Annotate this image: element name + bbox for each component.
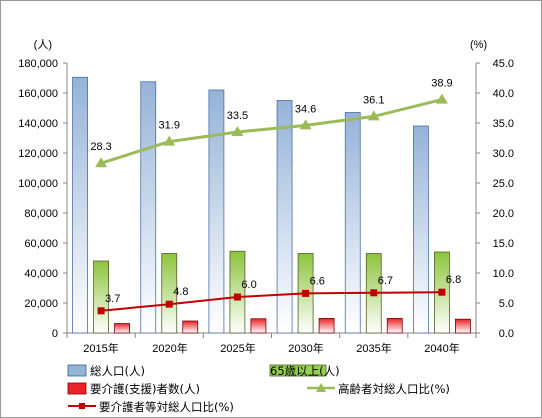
category-label: 2015年	[83, 341, 118, 355]
left-tick-label: 180,000	[18, 58, 58, 70]
right-tick-label: 10.0	[493, 268, 514, 280]
left-tick-label: 80,000	[24, 208, 58, 220]
data-label-care-ratio: 6.0	[241, 279, 256, 291]
left-axis-unit: (人)	[34, 38, 52, 51]
bar-total-population	[276, 100, 293, 334]
point-elderly-ratio	[435, 93, 448, 104]
point-elderly-ratio	[231, 126, 244, 136]
point-elderly-ratio	[367, 110, 380, 121]
data-label-elderly-ratio: 33.5	[227, 110, 248, 122]
data-label-care-ratio: 4.8	[173, 286, 188, 298]
category-label: 2025年	[220, 341, 255, 355]
line-care-ratio	[100, 291, 442, 312]
category-label: 2035年	[356, 341, 391, 355]
bar-care-count	[318, 318, 335, 334]
legend-swatch-care	[67, 382, 87, 395]
right-tick-label: 45.0	[493, 58, 514, 70]
lines	[95, 93, 448, 315]
bar-care-count	[114, 323, 130, 334]
bar-total-population	[413, 125, 429, 334]
left-tick-label: 20,000	[24, 298, 58, 310]
point-care-ratio	[97, 307, 105, 315]
category-label: 2020年	[152, 341, 187, 355]
data-label-elderly-ratio: 31.9	[159, 120, 180, 132]
legend-label-elderly-ratio: 高齢者対総人口比(%)	[338, 382, 450, 396]
bar-total-population	[208, 89, 225, 334]
bar-care-count	[455, 318, 471, 334]
point-care-ratio	[370, 289, 378, 297]
legend-label-care-count: 要介護(支援)者数(人)	[90, 382, 200, 396]
legend-marker-elderly-ratio	[316, 383, 326, 392]
right-tick-label: 35.0	[493, 118, 514, 130]
right-axis-unit: (%)	[470, 39, 487, 51]
legend-swatch-total	[67, 364, 87, 377]
bar-total-population	[140, 81, 157, 334]
category-label: 2040年	[424, 341, 459, 355]
bar-care-count	[386, 318, 403, 334]
data-label-elderly-ratio: 38.9	[431, 78, 452, 90]
data-label-elderly-ratio: 28.3	[90, 141, 111, 153]
data-label-care-ratio: 6.6	[310, 275, 325, 287]
legend-label-total-population: 総人口(人)	[90, 364, 145, 378]
left-tick-label: 120,000	[18, 148, 58, 160]
bar-total-population	[344, 112, 361, 334]
point-elderly-ratio	[95, 157, 108, 168]
data-label-care-ratio: 6.7	[378, 275, 393, 287]
category-label: 2030年	[288, 341, 323, 355]
left-tick-label: 140,000	[18, 118, 58, 130]
right-tick-label: 15.0	[493, 238, 514, 250]
bar-elderly-count	[161, 253, 178, 334]
legend-label-elderly-count: 65歳以上(人)	[270, 364, 340, 378]
bar-care-count	[250, 318, 267, 334]
point-care-ratio	[302, 289, 310, 297]
right-tick-label: 20.0	[493, 208, 514, 220]
bar-care-count	[182, 320, 199, 334]
data-label-elderly-ratio: 36.1	[363, 94, 384, 106]
left-tick-label: 160,000	[18, 88, 58, 100]
data-label-care-ratio: 6.8	[446, 274, 461, 286]
left-tick-label: 60,000	[24, 238, 58, 250]
right-tick-label: 25.0	[493, 178, 514, 190]
point-elderly-ratio	[163, 135, 176, 146]
point-care-ratio	[438, 288, 446, 296]
right-tick-label: 30.0	[493, 148, 514, 160]
left-tick-label: 0	[52, 328, 58, 340]
bars	[72, 76, 471, 334]
left-tick-label: 40,000	[24, 268, 58, 280]
legend-swatch-elderly	[269, 364, 327, 377]
right-tick-label: 40.0	[493, 88, 514, 100]
axes	[63, 62, 480, 338]
legend: 65歳以上(人) 総人口(人) 要介護(支援)者数(人) 高齢者対総人口比(%)…	[67, 364, 450, 414]
left-tick-label: 100,000	[18, 178, 58, 190]
point-care-ratio	[165, 300, 173, 308]
bar-total-population	[72, 76, 88, 334]
data-label-care-ratio: 3.7	[105, 293, 120, 305]
data-labels: 28.3 31.9 33.5 34.6 36.1 38.9 3.7 4.8 6.0 6.6 6.7 6…	[90, 78, 461, 305]
bar-elderly-count	[93, 260, 109, 334]
data-label-elderly-ratio: 34.6	[295, 103, 316, 115]
right-tick-label: 5.0	[499, 298, 514, 310]
line-elderly-ratio	[100, 98, 443, 165]
right-tick-label: 0.0	[499, 328, 514, 340]
legend-label-care-ratio: 要介護者等対総人口比(%)	[99, 400, 234, 414]
legend-marker-care-ratio	[79, 403, 85, 409]
bar-elderly-count	[229, 250, 246, 334]
point-care-ratio	[233, 293, 241, 301]
point-elderly-ratio	[299, 119, 312, 130]
